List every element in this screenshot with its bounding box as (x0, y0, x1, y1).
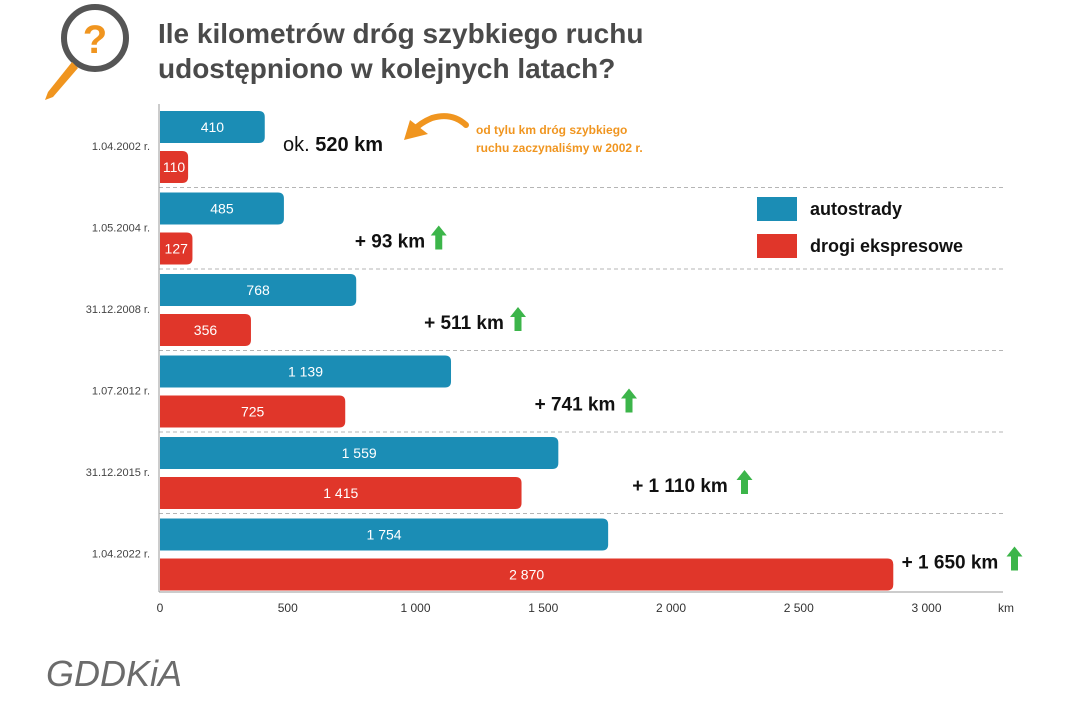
bar-value-label: 768 (246, 282, 270, 298)
svg-text:?: ? (83, 18, 107, 62)
bar-value-label: 127 (165, 241, 189, 257)
bar-value-label: 1 139 (288, 364, 323, 380)
x-axis-unit: km (998, 601, 1014, 615)
note-line-1: od tylu km dróg szybkiego (476, 123, 627, 137)
bar-chart: ? 410 110 485 127 768 356 1 139 725 1 559 1 415 1 … (45, 4, 1023, 615)
question-magnifier-icon: ? (45, 4, 129, 100)
increase-label: + 741 km (535, 395, 616, 416)
curved-arrow-icon (411, 113, 469, 133)
autostrady-bar (160, 111, 265, 143)
note-line-2: ruchu zaczynaliśmy w 2002 r. (476, 141, 643, 155)
category-label: 1.05.2004 r. (92, 223, 150, 235)
increase-label: + 1 650 km (902, 553, 999, 574)
increase-label: + 1 110 km (632, 476, 728, 497)
category-label: 31.12.2008 r. (86, 304, 150, 316)
autostrady-bar (160, 274, 357, 306)
bar-value-label: 725 (241, 404, 265, 420)
legend-swatch (757, 197, 797, 221)
total-2002-label: ok. 520 km (283, 134, 383, 156)
green-up-arrow-icon (621, 388, 637, 413)
green-up-arrow-icon (1006, 546, 1023, 571)
autostrady-bar (160, 437, 559, 469)
x-tick-label: 2 500 (784, 601, 814, 615)
ekspresowe-bar (160, 477, 522, 509)
green-up-arrow-icon (736, 470, 753, 494)
x-tick-label: 0 (157, 601, 164, 615)
green-up-arrow-icon (430, 225, 447, 250)
increase-label: + 93 km (355, 232, 425, 253)
ekspresowe-bar (160, 395, 346, 428)
bar-value-label: 485 (210, 201, 234, 217)
autostrady-bar (160, 355, 452, 388)
ekspresowe-bar (160, 151, 189, 183)
legend-label: drogi ekspresowe (810, 236, 963, 256)
bar-value-label: 2 870 (509, 567, 544, 583)
x-tick-label: 2 000 (656, 601, 686, 615)
ekspresowe-bar (160, 232, 193, 265)
bar-value-label: 356 (194, 322, 218, 338)
source-label: GDDKiA (46, 653, 183, 694)
bar-value-label: 1 754 (367, 527, 402, 543)
x-tick-label: 1 500 (528, 601, 558, 615)
bar-value-label: 1 559 (342, 445, 377, 461)
curved-arrow-head (404, 120, 428, 140)
chart-title-line-1: Ile kilometrów dróg szybkiego ruchu (158, 18, 644, 49)
category-label: 1.04.2002 r. (92, 141, 150, 153)
autostrady-bar (160, 518, 609, 551)
category-label: 1.07.2012 r. (92, 386, 150, 398)
x-tick-label: 3 000 (911, 601, 941, 615)
autostrady-bar (160, 192, 284, 225)
legend-label: autostrady (810, 199, 902, 219)
chart-title: Ile kilometrów dróg szybkiego ruchu udos… (158, 16, 798, 86)
green-up-arrow-icon (510, 307, 526, 331)
increase-label: + 511 km (424, 313, 504, 334)
bar-value-label: 1 415 (323, 485, 358, 501)
category-label: 1.04.2022 r. (92, 549, 150, 561)
chart-title-line-2: udostępniono w kolejnych latach? (158, 53, 616, 84)
bar-value-label: 410 (201, 119, 225, 135)
ekspresowe-bar (160, 558, 894, 591)
bar-value-label: 110 (163, 159, 186, 175)
category-label: 31.12.2015 r. (86, 467, 150, 479)
x-tick-label: 500 (278, 601, 298, 615)
x-tick-label: 1 000 (400, 601, 430, 615)
ekspresowe-bar (160, 314, 251, 346)
legend-swatch (757, 234, 797, 258)
